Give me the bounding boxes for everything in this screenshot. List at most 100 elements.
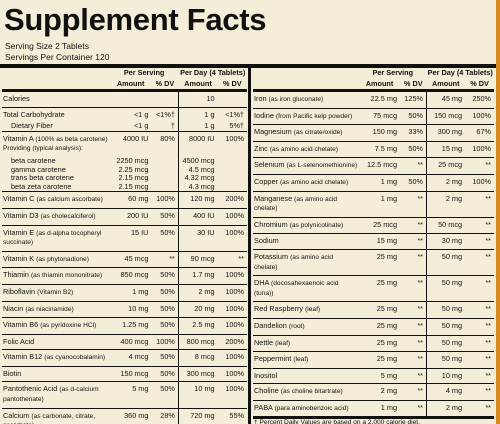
column-header: Amount bbox=[432, 78, 460, 88]
footnote: † Percent Daily Values are based on a 2,… bbox=[254, 419, 420, 424]
nutrient: Nettle bbox=[254, 337, 274, 347]
nutrient-name: Pantothenic Acid (as d-calcium pantothen… bbox=[2, 382, 110, 408]
nutrient: Copper bbox=[254, 176, 278, 186]
value-cell: 200% bbox=[225, 194, 244, 204]
value-cell: ** bbox=[417, 354, 424, 364]
value-cell: ** bbox=[485, 402, 491, 412]
header-row: Per Serving Per Day (4 Tablets) bbox=[253, 68, 494, 79]
nutrient-name: Zinc (as amino acid chelate) bbox=[253, 141, 359, 158]
value-cell bbox=[151, 166, 178, 175]
value-cell: 60 mg bbox=[128, 194, 149, 204]
column-header: % DV bbox=[222, 78, 242, 88]
value-cell: ** bbox=[417, 251, 424, 261]
nutrient: Total Carbohydrate bbox=[3, 109, 65, 119]
value-cell: <1 g bbox=[134, 122, 149, 131]
component-row: gamma carotene 2.25 mcg 4.5 mcg bbox=[2, 165, 247, 175]
value-cell: 5 mg bbox=[132, 384, 149, 394]
left-panel: Per Serving Per Day (4 Tablets) Amount% DV… bbox=[2, 68, 247, 424]
value-cell: ** bbox=[417, 219, 424, 229]
value-cell: 400 mcg bbox=[120, 336, 149, 346]
nutrient-note: (docosahexaenoic acid (tuna)) bbox=[254, 280, 339, 297]
value-cell: 5 mg bbox=[380, 370, 398, 380]
value-cell: 720 mg bbox=[177, 408, 218, 424]
value-cell: 25 mg bbox=[376, 251, 398, 261]
value-cell: 50 mg bbox=[426, 249, 466, 276]
nutrient-note: (as amino acid chelate) bbox=[254, 253, 333, 271]
value-cell: 125% bbox=[404, 94, 424, 103]
nutrient: Iodine bbox=[254, 110, 274, 120]
value-cell: 25 mg bbox=[376, 278, 398, 288]
nutrient: Iron bbox=[254, 94, 267, 103]
nutrient: Zinc bbox=[254, 143, 268, 153]
value-cell: ** bbox=[417, 160, 424, 170]
nutrient-name: PABA (para aminobenzoic acid) bbox=[253, 400, 359, 418]
value-cell: ** bbox=[417, 337, 424, 347]
value-cell bbox=[218, 166, 247, 175]
header-spacer bbox=[253, 79, 359, 91]
value-cell: 30 mg bbox=[426, 233, 466, 250]
nutrient-note: (as iron gluconate) bbox=[268, 96, 324, 103]
nutrient-name: Calories bbox=[2, 91, 110, 108]
value-cell: 250% bbox=[472, 94, 491, 103]
value-cell: 100% bbox=[225, 270, 244, 280]
nutrient-note: (as phytonadione) bbox=[36, 255, 89, 263]
value-cell bbox=[218, 174, 247, 183]
value-cell: 100% bbox=[472, 110, 491, 120]
value-cell: 50% bbox=[160, 384, 175, 394]
nutrient-name: Choline (as choline bitartrate) bbox=[253, 384, 359, 401]
component-name: Dietary Fiber bbox=[11, 122, 53, 131]
nutrient-note: (as d-calcium pantothenate) bbox=[3, 386, 99, 404]
value-cell: ** bbox=[417, 236, 424, 246]
value-cell: 1 mg bbox=[132, 286, 149, 296]
value-cell bbox=[218, 183, 247, 192]
column-group-header: Per Day (4 Tablets) bbox=[180, 68, 246, 77]
nutrient-name: Iron (as iron gluconate) bbox=[253, 91, 359, 109]
nutrient-name: Iodine (from Pacific kelp powder) bbox=[253, 108, 359, 125]
nutrient-note: (root) bbox=[288, 322, 305, 330]
nutrient-row: Red Raspberry (leaf) 25 mg ** 50 mg ** bbox=[253, 301, 494, 319]
nutrient-row: Calories 10 bbox=[2, 90, 247, 108]
nutrient-table: Per Serving Per Day (4 Tablets) Amount% DV… bbox=[253, 68, 494, 424]
column-header: Amount bbox=[116, 78, 145, 88]
value-cell: ** bbox=[485, 160, 491, 170]
nutrient: Peppermint bbox=[254, 354, 292, 364]
divider bbox=[248, 64, 251, 424]
value-cell: 7.5 mg bbox=[374, 143, 398, 153]
nutrient-name: Vitamin B6 (as pyridoxine HCl) bbox=[2, 318, 110, 335]
value-cell: ** bbox=[485, 193, 491, 203]
value-cell: 4.3 mcg bbox=[177, 182, 218, 192]
nutrient-row: Magnesium (as citrate/oxide) 150 mg 33% 300… bbox=[253, 124, 494, 142]
value-cell: 100% bbox=[225, 227, 244, 237]
title: Supplement Facts bbox=[4, 2, 267, 37]
nutrient-note: (para aminobenzoic acid) bbox=[274, 404, 349, 412]
nutrient: Vitamin D3 bbox=[3, 210, 39, 220]
value-cell: 100% bbox=[156, 194, 175, 204]
value-cell: 90 mcg bbox=[177, 251, 218, 268]
column-group-header: Per Day (4 Tablets) bbox=[427, 68, 493, 77]
nutrient-row: DHA (docosahexaenoic acid (tuna)) 25 mg **… bbox=[253, 275, 494, 302]
value-cell: ** bbox=[485, 386, 491, 396]
value-cell: 100% bbox=[225, 368, 244, 378]
nutrient-note: (as citrate/oxide) bbox=[293, 129, 343, 137]
nutrient-name: Peppermint (leaf) bbox=[253, 352, 359, 369]
nutrient-note: (as thiamin mononitrate) bbox=[30, 272, 103, 280]
nutrient-name: Nettle (leaf) bbox=[253, 335, 359, 352]
value-cell: 2250 mcg bbox=[116, 156, 149, 165]
value-cell: 22.5 mg bbox=[370, 94, 398, 103]
component-name: beta carotene bbox=[11, 156, 56, 165]
nutrient-row: Nettle (leaf) 25 mg ** 50 mg ** bbox=[253, 335, 494, 352]
nutrient-row: Peppermint (leaf) 25 mg ** 50 mg ** bbox=[253, 351, 494, 369]
value-cell: 50% bbox=[408, 143, 424, 153]
nutrient-row: Biotin 150 mcg 50% 300 mcg 100% bbox=[2, 366, 247, 382]
nutrient-note: (as d-alpha tocopheryl succinate) bbox=[3, 229, 102, 247]
value-cell: 4.5 mcg bbox=[177, 165, 218, 175]
value-cell: 25 mcg bbox=[426, 157, 466, 175]
value-cell: ** bbox=[169, 253, 175, 263]
nutrient: DHA bbox=[254, 278, 270, 288]
value-cell: 10 mg bbox=[128, 303, 149, 313]
nutrient: PABA bbox=[254, 402, 273, 412]
nutrient: Chromium bbox=[254, 219, 288, 229]
value-cell: ** bbox=[417, 320, 424, 330]
nutrient-row: Selenium (as L-selenomethionine) 12.5 mcg… bbox=[253, 157, 494, 175]
